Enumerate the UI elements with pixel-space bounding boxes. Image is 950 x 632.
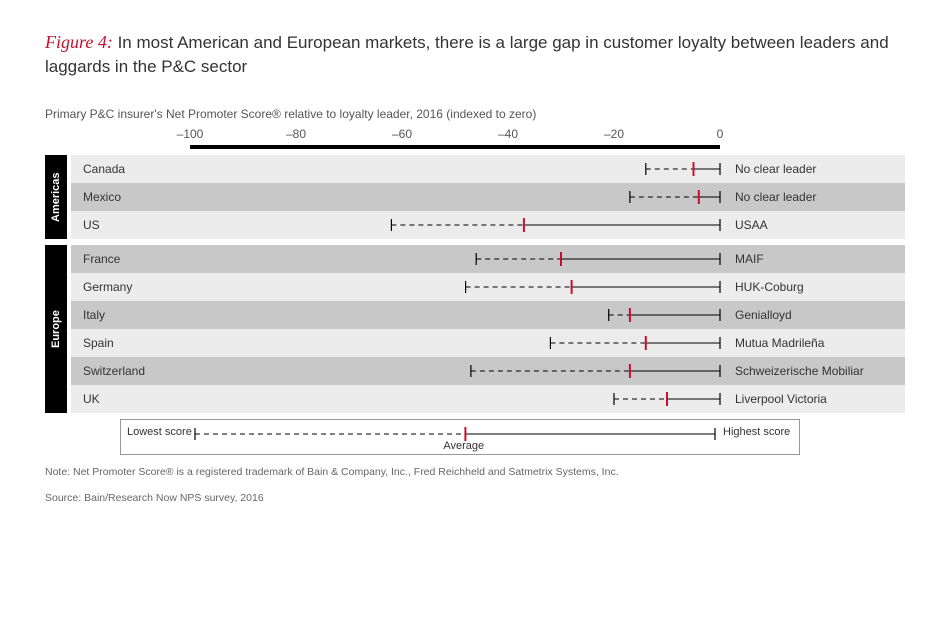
axis-bar <box>190 145 720 149</box>
leader-label: Genialloyd <box>735 308 792 322</box>
data-row: SpainMutua Madrileña <box>71 329 905 357</box>
leader-label: Liverpool Victoria <box>735 392 827 406</box>
range-marker <box>71 357 730 385</box>
legend-highest: Highest score <box>723 426 790 438</box>
axis-tick-label: 0 <box>717 127 724 141</box>
figure-title: Figure 4: In most American and European … <box>45 30 905 79</box>
data-row: MexicoNo clear leader <box>71 183 905 211</box>
data-row: FranceMAIF <box>71 245 905 273</box>
source: Source: Bain/Research Now NPS survey, 20… <box>45 491 905 507</box>
group-label: Americas <box>45 155 67 239</box>
legend-container: Lowest score Average Highest score <box>45 419 905 455</box>
axis-tick-label: –80 <box>286 127 306 141</box>
chart-subtitle: Primary P&C insurer's Net Promoter Score… <box>45 107 905 121</box>
figure-title-text: In most American and European markets, t… <box>45 33 889 76</box>
figure-label: Figure 4: <box>45 32 113 52</box>
leader-label: No clear leader <box>735 190 816 204</box>
legend-box: Lowest score Average Highest score <box>120 419 800 455</box>
leader-label: USAA <box>735 218 768 232</box>
axis-tick-label: –40 <box>498 127 518 141</box>
axis-tick-label: –100 <box>177 127 204 141</box>
range-marker <box>71 301 730 329</box>
leader-label: HUK-Coburg <box>735 280 804 294</box>
data-row: SwitzerlandSchweizerische Mobiliar <box>71 357 905 385</box>
range-marker <box>71 155 730 183</box>
leader-label: Schweizerische Mobiliar <box>735 364 864 378</box>
axis-row: –100 –80 –60 –40 –20 0 <box>45 127 905 155</box>
data-row: ItalyGenialloyd <box>71 301 905 329</box>
axis-tick-label: –60 <box>392 127 412 141</box>
data-row: GermanyHUK-Coburg <box>71 273 905 301</box>
range-marker <box>71 211 730 239</box>
leader-label: Mutua Madrileña <box>735 336 824 350</box>
leader-label: MAIF <box>735 252 764 266</box>
group-label: Europe <box>45 245 67 413</box>
range-marker <box>71 245 730 273</box>
data-row: USUSAA <box>71 211 905 239</box>
legend-lowest: Lowest score <box>127 426 192 438</box>
rows-wrap: CanadaNo clear leaderMexicoNo clear lead… <box>45 155 905 419</box>
data-row: UKLiverpool Victoria <box>71 385 905 413</box>
axis-tick-label: –20 <box>604 127 624 141</box>
legend-average: Average <box>443 440 484 452</box>
note: Note: Net Promoter Score® is a registere… <box>45 465 905 481</box>
range-marker <box>71 329 730 357</box>
chart-area: –100–80–60–40–200 CanadaNo clear leaderM… <box>45 127 905 455</box>
range-marker <box>71 385 730 413</box>
range-marker <box>71 273 730 301</box>
leader-label: No clear leader <box>735 162 816 176</box>
range-marker <box>71 183 730 211</box>
data-row: CanadaNo clear leader <box>71 155 905 183</box>
